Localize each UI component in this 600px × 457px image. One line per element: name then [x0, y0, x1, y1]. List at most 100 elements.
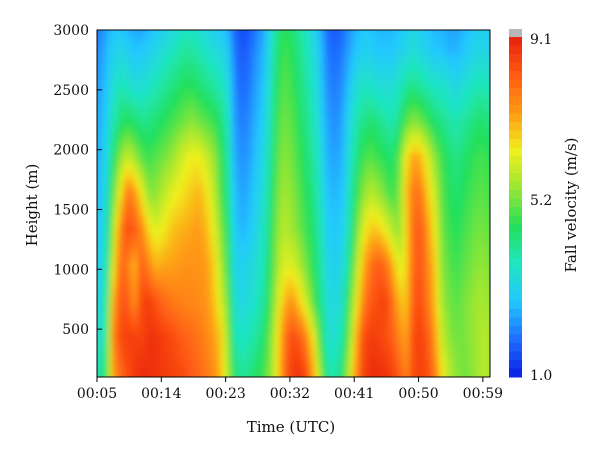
- heatmap-cell: [494, 36, 498, 46]
- heatmap-cell: [318, 305, 323, 315]
- heatmap-cell: [325, 107, 330, 118]
- heatmap-cell: [236, 197, 241, 208]
- heatmap-cell: [272, 152, 277, 163]
- heatmap-cell: [200, 269, 205, 279]
- heatmap-cell: [300, 260, 305, 270]
- heatmap-cell: [172, 170, 177, 181]
- heatmap-cell: [454, 386, 458, 396]
- heatmap-cell: [472, 9, 476, 19]
- heatmap-cell: [339, 242, 345, 252]
- heatmap-cell: [300, 62, 305, 73]
- heatmap-cell: [411, 215, 416, 226]
- heatmap-cell: [354, 30, 359, 37]
- heatmap-cell: [286, 125, 291, 136]
- heatmap-cell: [447, 242, 452, 252]
- heatmap-cell: [458, 377, 462, 387]
- heatmap-cell: [104, 287, 109, 297]
- heatmap-cell: [168, 35, 173, 46]
- heatmap-cell: [218, 107, 223, 118]
- heatmap-cell: [375, 296, 380, 306]
- heatmap-cell: [415, 18, 419, 28]
- heatmap-cell: [257, 233, 262, 243]
- heatmap-cell: [414, 197, 420, 208]
- heatmap-cell: [247, 107, 252, 118]
- heatmap-cell: [250, 233, 255, 243]
- heatmap-cell: [382, 368, 387, 377]
- heatmap-cell: [129, 287, 134, 297]
- heatmap-cell: [300, 269, 305, 279]
- heatmap-cell: [129, 305, 134, 315]
- heatmap-cell: [422, 359, 427, 369]
- heatmap-cell: [354, 18, 358, 28]
- heatmap-cell: [239, 287, 245, 297]
- heatmap-cell: [479, 341, 484, 351]
- heatmap-cell: [468, 206, 473, 217]
- heatmap-cell: [193, 242, 198, 252]
- heatmap-cell: [322, 35, 327, 46]
- heatmap-cell: [422, 323, 427, 333]
- heatmap-cell: [161, 341, 166, 351]
- heatmap-cell: [122, 224, 127, 235]
- heatmap-cell: [364, 278, 370, 288]
- heatmap-cell: [150, 314, 155, 324]
- heatmap-cell: [125, 35, 130, 46]
- heatmap-cell: [189, 323, 195, 333]
- heatmap-cell: [214, 71, 220, 82]
- heatmap-cell: [379, 215, 384, 226]
- heatmap-cell: [125, 98, 130, 109]
- heatmap-cell: [254, 206, 259, 217]
- heatmap-cell: [268, 143, 273, 154]
- heatmap-cell: [479, 170, 484, 181]
- heatmap-cell: [118, 242, 123, 252]
- heatmap-cell: [311, 53, 316, 64]
- heatmap-cell: [289, 287, 295, 297]
- heatmap-cell: [482, 350, 488, 360]
- heatmap-cell: [122, 134, 127, 145]
- heatmap-cell: [354, 206, 359, 217]
- heatmap-cell: [357, 233, 362, 243]
- heatmap-cell: [147, 206, 152, 217]
- heatmap-cell: [307, 35, 312, 46]
- heatmap-cell: [425, 89, 430, 100]
- heatmap-cell: [464, 224, 470, 235]
- heatmap-cell: [168, 18, 172, 28]
- heatmap-cell: [350, 30, 355, 37]
- heatmap-cell: [279, 323, 284, 333]
- heatmap-cell: [314, 143, 320, 154]
- heatmap-cell: [490, 296, 494, 306]
- heatmap-cell: [357, 80, 362, 91]
- heatmap-cell: [150, 269, 155, 279]
- heatmap-cell: [239, 224, 245, 235]
- heatmap-cell: [414, 251, 420, 261]
- heatmap-cell: [139, 242, 145, 252]
- heatmap-cell: [107, 314, 112, 324]
- colorbar-segment: [509, 215, 522, 225]
- heatmap-cell: [297, 305, 302, 315]
- heatmap-cell: [182, 215, 187, 226]
- heatmap-cell: [393, 35, 398, 46]
- heatmap-cell: [197, 89, 202, 100]
- heatmap-cell: [336, 170, 341, 181]
- y-tick-label: 2000: [53, 143, 89, 159]
- heatmap-cell: [207, 242, 212, 252]
- heatmap-cell: [479, 35, 484, 46]
- heatmap-cell: [165, 18, 169, 28]
- heatmap-cell: [93, 9, 97, 19]
- heatmap-cell: [318, 359, 323, 369]
- heatmap-cell: [297, 44, 302, 55]
- heatmap-cell: [168, 125, 173, 136]
- heatmap-cell: [304, 18, 308, 28]
- heatmap-cell: [243, 233, 248, 243]
- heatmap-cell: [407, 71, 412, 82]
- heatmap-cell: [464, 44, 470, 55]
- heatmap-cell: [357, 134, 362, 145]
- heatmap-cell: [207, 359, 212, 369]
- heatmap-cell: [490, 54, 494, 64]
- heatmap-cell: [322, 341, 327, 351]
- heatmap-cell: [397, 89, 402, 100]
- heatmap-cell: [339, 332, 345, 342]
- heatmap-cell: [179, 152, 184, 163]
- heatmap-cell: [107, 251, 112, 261]
- heatmap-cell: [389, 215, 395, 226]
- heatmap-cell: [154, 89, 159, 100]
